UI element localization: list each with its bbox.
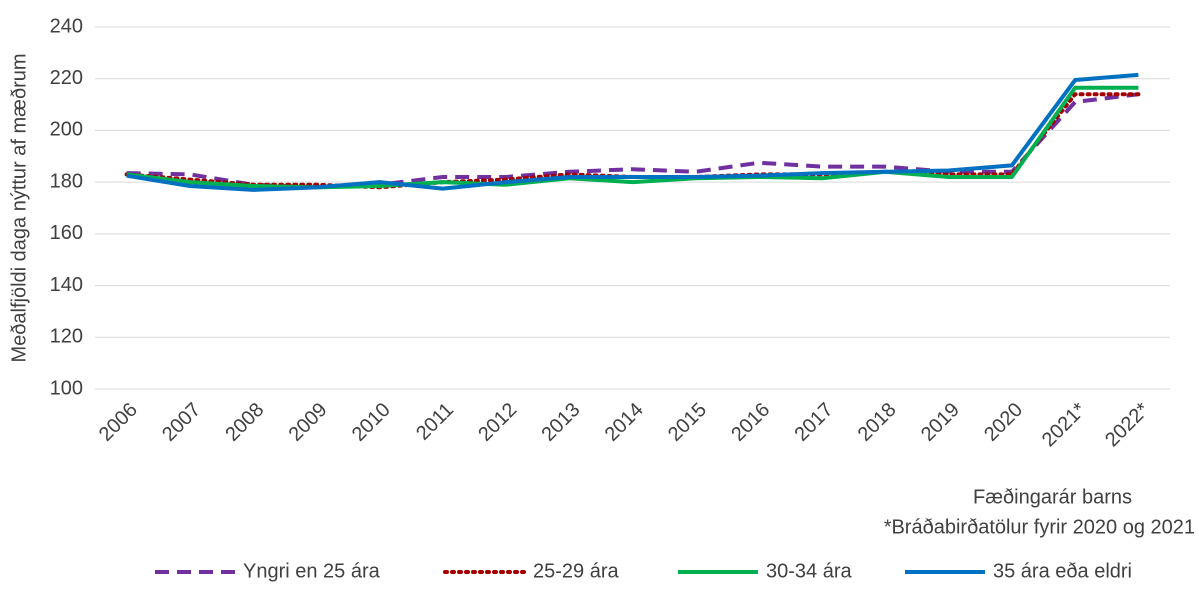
y-tick-label: 160 <box>50 222 83 244</box>
series-line <box>124 92 1141 190</box>
x-tick-label: 2009 <box>285 399 332 446</box>
legend-label: Yngri en 25 ára <box>243 560 381 582</box>
y-tick-label: 100 <box>50 377 83 399</box>
x-tick-label: 2017 <box>790 399 837 446</box>
x-tick-label: 2010 <box>348 399 395 446</box>
x-tick-label: 2019 <box>917 399 964 446</box>
y-tick-label: 120 <box>50 326 83 348</box>
y-tick-label: 200 <box>50 119 83 141</box>
x-tick-label: 2015 <box>664 399 711 446</box>
y-tick-label: 220 <box>50 67 83 89</box>
x-tick-label: 2020 <box>980 399 1027 446</box>
y-axis-label: Meðalfjöldi daga nýttur af mæðrum <box>8 53 30 362</box>
x-tick-label: 2022* <box>1101 399 1154 452</box>
x-tick-label: 2018 <box>854 399 901 446</box>
x-tick-label: 2012 <box>474 399 521 446</box>
x-tick-label: 2011 <box>412 399 458 445</box>
note: *Bráðabirðatölur fyrir 2020 og 2021 <box>884 516 1195 538</box>
x-tick-label: 2013 <box>538 399 585 446</box>
x-tick-label: 2014 <box>601 399 648 446</box>
legend-label: 25-29 ára <box>533 560 619 582</box>
legend-label: 30-34 ára <box>766 560 852 582</box>
y-tick-label: 140 <box>50 274 83 296</box>
x-tick-label: 2007 <box>158 399 205 446</box>
x-tick-label: 2006 <box>95 399 142 446</box>
x-tick-label: 2016 <box>727 399 774 446</box>
x-tick-label: 2021* <box>1038 399 1091 452</box>
series-line <box>126 92 1139 190</box>
legend-label: 35 ára eða eldri <box>993 560 1132 582</box>
y-tick-label: 180 <box>50 170 83 192</box>
x-tick-label: 2008 <box>221 399 268 446</box>
x-axis-label: Fæðingarár barns <box>973 486 1132 508</box>
y-tick-label: 240 <box>50 15 83 37</box>
series-line <box>126 72 1139 192</box>
